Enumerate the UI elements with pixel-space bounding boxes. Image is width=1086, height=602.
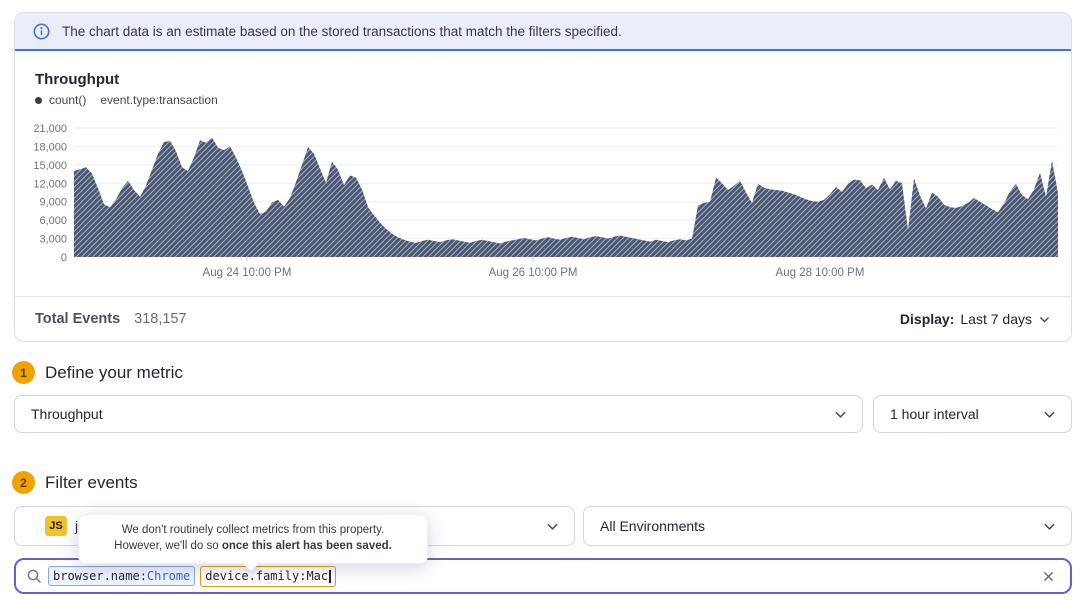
legend-series-label: count() (49, 93, 87, 107)
throughput-area-chart: 0 3,000 6,000 9,000 12,000 15,000 18,000 21,000… (33, 123, 1058, 279)
display-value: Last 7 days (960, 311, 1032, 327)
step-2-heading: 2 Filter events (12, 471, 138, 494)
chevron-down-icon (1044, 523, 1055, 530)
interval-select-value: 1 hour interval (890, 406, 979, 422)
search-token-device-family[interactable]: device.family: Mac (200, 565, 336, 587)
environment-select-value: All Environments (600, 518, 706, 534)
svg-text:3,000: 3,000 (39, 234, 67, 246)
info-icon (33, 23, 50, 39)
svg-text:21,000: 21,000 (33, 123, 67, 135)
search-token-list: browser.name: Chrome device.family: Mac (48, 565, 1041, 587)
chevron-down-icon (835, 411, 846, 418)
svg-text:Aug 26 10:00 PM: Aug 26 10:00 PM (489, 267, 578, 279)
chart-legend: count() event.type:transaction (35, 93, 1051, 107)
filter-search-input[interactable]: browser.name: Chrome device.family: Mac (14, 558, 1072, 594)
svg-text:0: 0 (61, 252, 67, 264)
tooltip-line-1: We don't routinely collect metrics from … (121, 524, 385, 536)
metric-select[interactable]: Throughput (14, 395, 863, 433)
search-token-browser-name[interactable]: browser.name: Chrome (48, 566, 196, 586)
token-value: Chrome (146, 569, 191, 583)
project-select-value: j (75, 518, 79, 534)
svg-text:Aug 24 10:00 PM: Aug 24 10:00 PM (203, 267, 292, 279)
tooltip-line-2-bold: once this alert has been saved. (221, 540, 392, 553)
total-events: Total Events 318,157 (35, 311, 187, 327)
property-warning-tooltip: We don't routinely collect metrics from … (78, 514, 428, 572)
tooltip-line-2: However, we'll do so once this alert has… (89, 538, 417, 554)
token-value: Mac (306, 569, 329, 583)
legend-filter-label: event.type:transaction (100, 93, 218, 107)
step-1-heading: 1 Define your metric (12, 361, 183, 384)
svg-text:18,000: 18,000 (33, 141, 67, 153)
token-key: device.family: (205, 569, 307, 583)
environment-select[interactable]: All Environments (583, 506, 1072, 546)
interval-select[interactable]: 1 hour interval (873, 395, 1072, 433)
step-1-title: Define your metric (45, 362, 183, 382)
token-key: browser.name: (53, 569, 147, 583)
step-2-title: Filter events (45, 472, 138, 492)
text-caret (329, 569, 331, 583)
metric-select-value: Throughput (31, 406, 103, 422)
throughput-chart-panel: The chart data is an estimate based on t… (14, 12, 1072, 342)
svg-text:9,000: 9,000 (39, 197, 67, 209)
display-range-dropdown[interactable]: Display: Last 7 days (900, 311, 1051, 327)
info-banner-text: The chart data is an estimate based on t… (62, 23, 622, 39)
search-icon (27, 569, 41, 583)
tooltip-line-2-regular: However, we'll do so (114, 540, 222, 553)
chevron-down-icon (1044, 411, 1055, 418)
svg-text:Aug 28 10:00 PM: Aug 28 10:00 PM (776, 267, 865, 279)
info-banner: The chart data is an estimate based on t… (15, 13, 1071, 51)
chart-footer: Total Events 318,157 Display: Last 7 day… (15, 296, 1071, 341)
series-dot-icon (35, 96, 42, 104)
display-label: Display: (899, 311, 955, 327)
step-1-badge: 1 (12, 361, 35, 384)
chevron-down-icon (1040, 316, 1049, 322)
chart-title: Throughput (35, 71, 120, 88)
svg-text:15,000: 15,000 (33, 160, 67, 172)
svg-text:12,000: 12,000 (33, 178, 67, 190)
clear-search-icon[interactable] (1041, 569, 1056, 584)
svg-text:6,000: 6,000 (39, 215, 67, 227)
total-events-label: Total Events (35, 311, 121, 327)
javascript-platform-icon: JS (45, 516, 67, 536)
step-2-badge: 2 (12, 471, 35, 494)
chevron-down-icon (547, 523, 558, 530)
total-events-value: 318,157 (134, 311, 187, 327)
